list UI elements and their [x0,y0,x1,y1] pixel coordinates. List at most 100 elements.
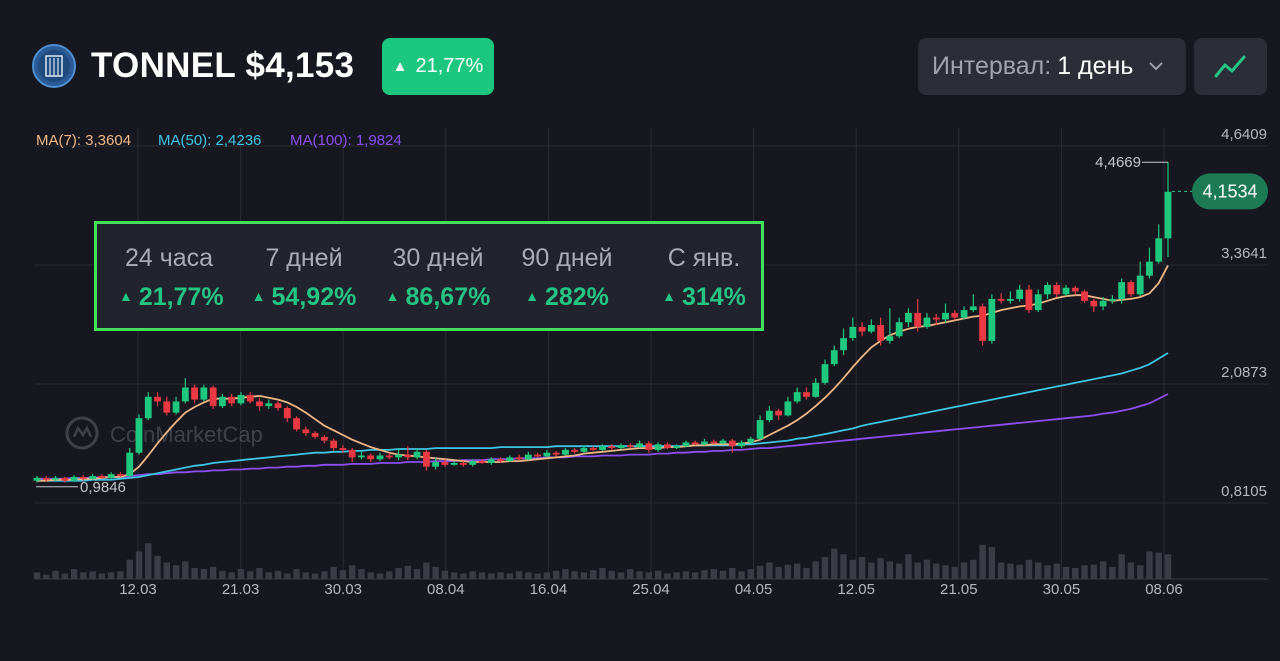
volume-bar [942,565,949,579]
candle-body [663,444,671,449]
candle-body [979,306,986,341]
x-axis: 12.03 21.03 30.03 08.04 16.04 25.04 04.05 12.05… [119,581,1183,598]
candle-body [52,477,59,480]
candle-body [367,455,375,460]
interval-value: 1 день [1057,52,1134,80]
candle-body [79,476,87,479]
volume-bar [738,571,745,579]
volume-bar [970,559,977,579]
volume-bar [988,547,996,579]
y-tick-label: 4,6409 [1221,126,1267,143]
ma-legend-item: MA(100): 1,9824 [290,132,402,149]
volume-bar [710,569,717,579]
candle-body [497,459,504,462]
volume-bar [70,569,78,579]
volume-bar [200,569,208,579]
volume-bar [784,564,792,579]
candle-body [932,317,940,320]
volume-bar [831,548,838,579]
volume-bar [219,570,226,579]
candle-body [98,476,106,478]
volume-bar [599,568,606,579]
candle-body [562,449,569,455]
stat-label: 7 дней [265,244,343,272]
candle-body [302,429,310,434]
candle-body [330,440,338,449]
volume-bar [1035,562,1042,579]
stat-90d: 90 дней ▲ 282% [517,244,617,312]
volume-bar [1127,562,1135,579]
volume-bar [488,573,495,579]
volume-bar [80,572,87,579]
candle-body [1081,291,1088,301]
volume-bar [673,572,680,579]
chevron-down-icon [1149,62,1163,71]
candle-body [710,441,718,444]
candle-body [191,387,198,400]
volume-bar [979,544,986,579]
ma-legend-item: MA(50): 2,4236 [158,132,261,149]
volume-bar [840,554,847,579]
chart-type-button[interactable] [1194,38,1267,95]
x-tick-label: 08.04 [427,581,465,598]
volume-bar [274,570,282,579]
interval-dropdown[interactable]: Интервал: 1 день [918,38,1186,95]
volume-bar [395,568,402,579]
candle-body [293,418,300,430]
candle-body [1016,289,1024,299]
volume-bar [1081,565,1088,579]
volume-bar [497,572,504,579]
volume-bar [997,562,1005,579]
stat-ytd: С янв. ▲ 314% [654,244,754,312]
volume-bar [145,543,152,579]
candle-body [756,420,764,439]
x-tick-label: 12.05 [837,581,875,598]
candle-body [311,433,319,437]
volume-bar [478,572,486,579]
volume-bar [339,570,347,579]
volume-bar [858,557,866,579]
volume-bar [89,571,96,579]
volume-bar [701,570,708,579]
volume-bar [562,569,569,579]
candle-body [895,322,903,337]
volume-bar [1062,566,1070,579]
candle-body [1034,294,1042,311]
candle-body [1118,282,1126,299]
volume-bar [1118,554,1125,579]
candle-body [691,442,699,445]
volume-bar [590,570,597,579]
ma100-line [37,393,1169,480]
candle-body [765,410,773,421]
volume-bar [515,571,523,579]
volume-bar [376,573,384,579]
candle-body [1053,284,1061,295]
candle-body [385,455,393,458]
candle-body [432,462,440,467]
candle-body [413,451,421,458]
candle-body [144,396,152,419]
volume-bar [803,568,810,579]
candle-body [42,477,50,480]
volume-bar [321,571,328,579]
candle-body [348,449,356,458]
stat-7d: 7 дней ▲ 54,92% [244,244,364,312]
volume-bar [191,568,198,579]
volume-bar [126,559,133,579]
candle-body [997,298,1005,301]
candle-body [450,462,458,465]
volume-bar [1044,565,1051,579]
volume-bar [951,566,958,579]
candle-body [1044,284,1051,295]
volume-bar [654,570,662,579]
volume-bar [413,569,421,579]
candle-body [320,436,328,441]
volume-bar [33,572,41,579]
candle-body [422,451,430,467]
volume-bar [627,569,634,579]
candle-body [441,462,449,465]
candle-body [589,448,597,450]
volume-bar [534,573,541,579]
x-tick-label: 21.03 [222,581,260,598]
candle-body [552,452,560,455]
